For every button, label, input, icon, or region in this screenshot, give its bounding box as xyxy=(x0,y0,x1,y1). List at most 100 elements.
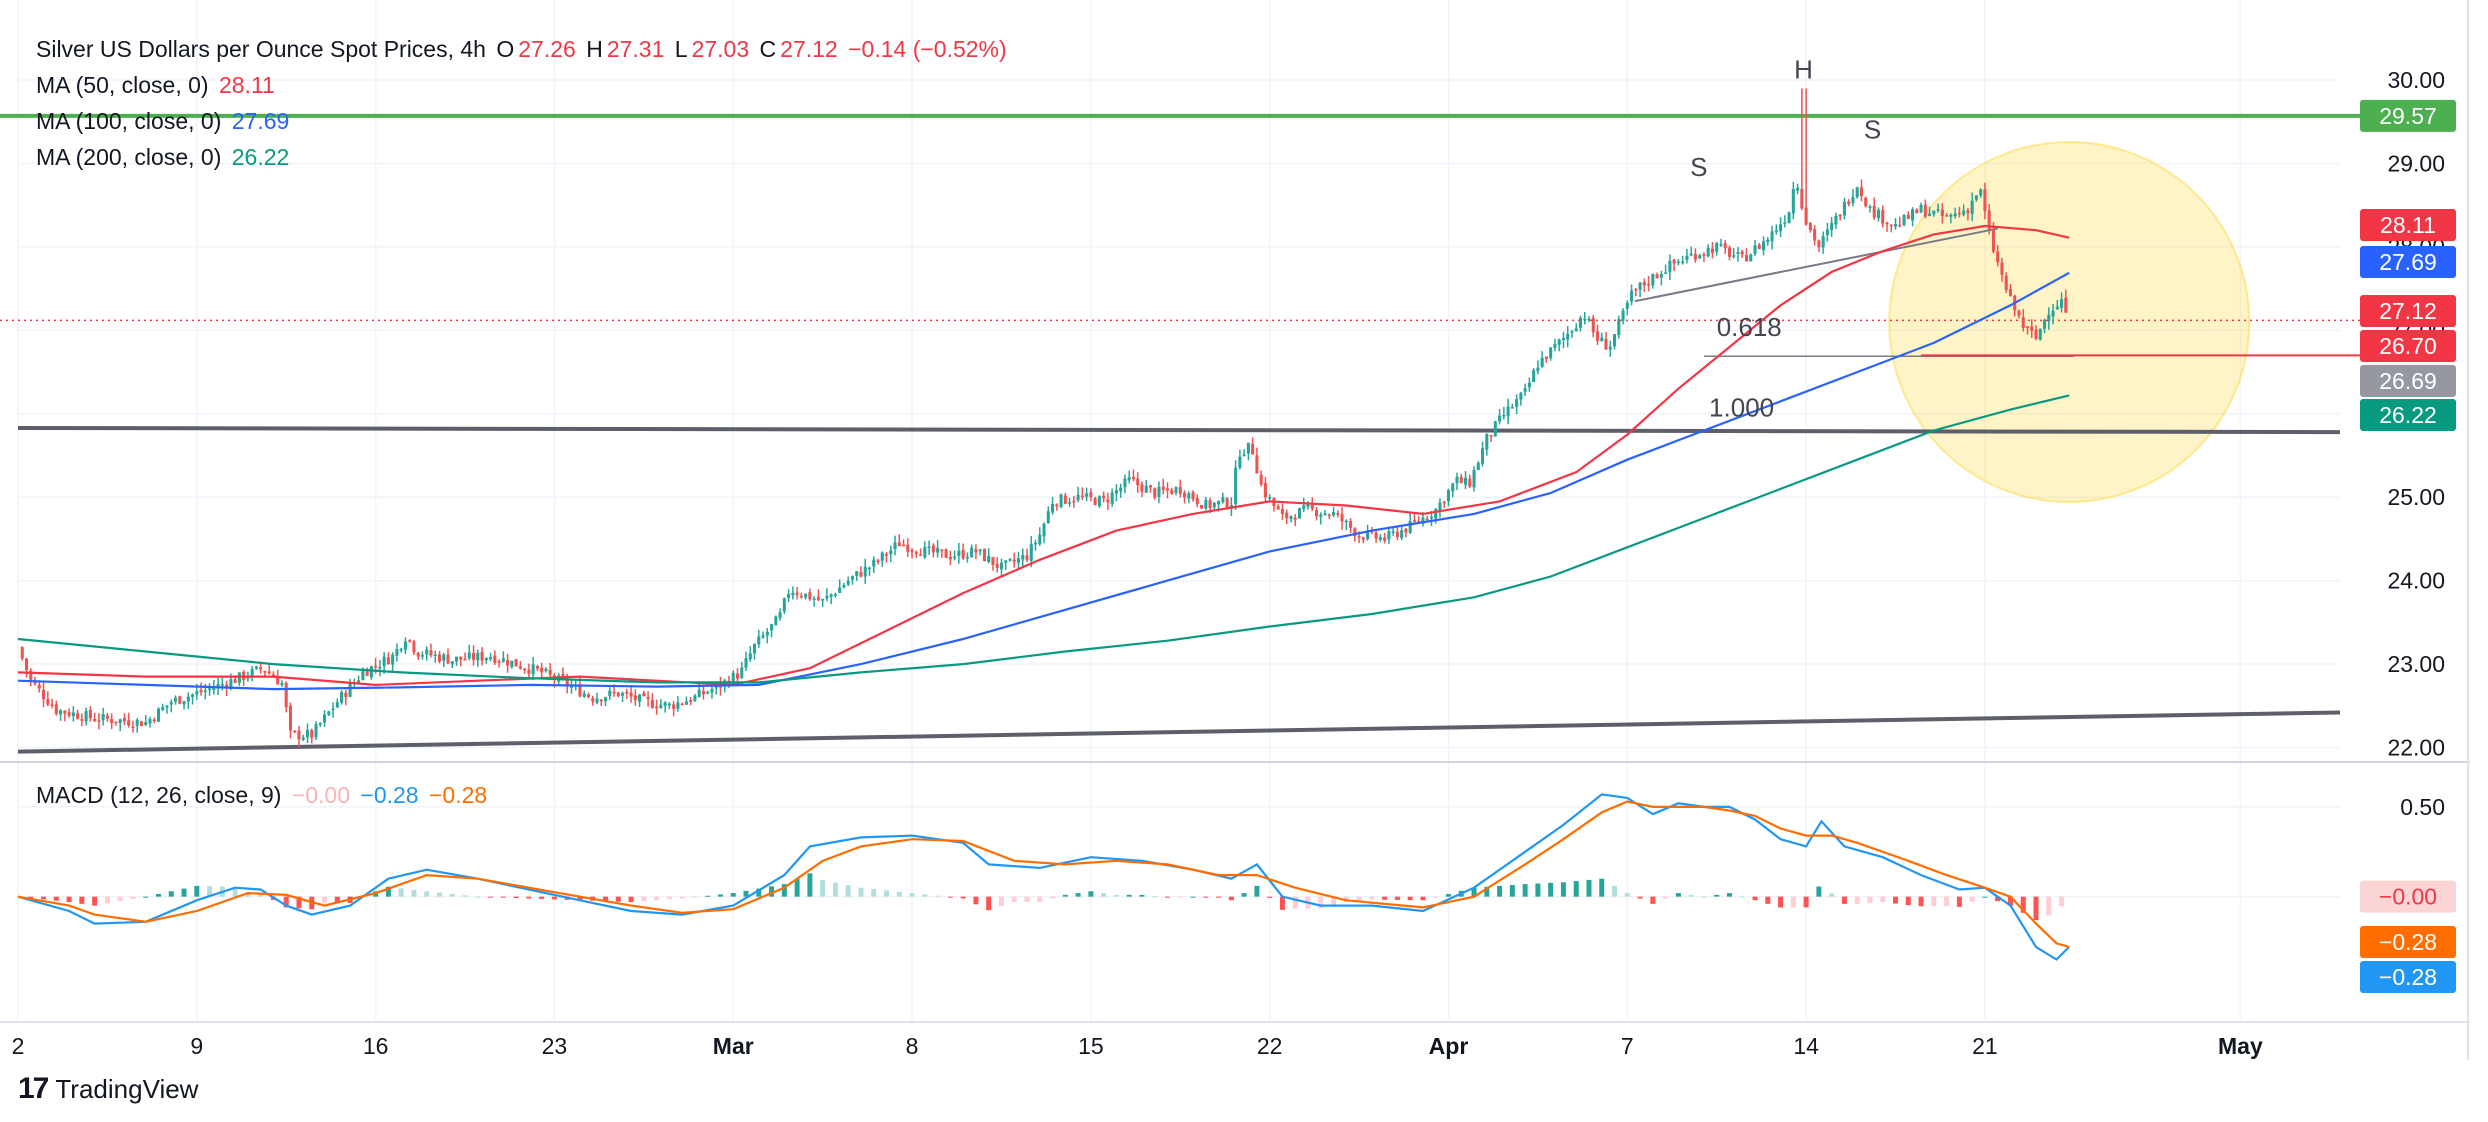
macd-histogram-bar xyxy=(1024,896,1030,903)
tradingview-logo[interactable]: 17 TradingView xyxy=(18,1072,198,1106)
legend-ma50[interactable]: MA (50, close, 0) 28.11 xyxy=(36,72,279,99)
candle-up xyxy=(250,668,254,678)
candle-up xyxy=(280,683,284,686)
candle-down xyxy=(1889,224,1893,227)
macd-histogram-bar xyxy=(909,893,915,897)
macd-histogram-bar xyxy=(245,892,251,897)
candle-down xyxy=(2025,326,2030,328)
macd-histogram-bar xyxy=(1854,896,1860,904)
macd-histogram-bar xyxy=(654,896,660,901)
macd-histogram-bar xyxy=(679,896,685,899)
legend-ma200[interactable]: MA (200, close, 0) 26.22 xyxy=(36,144,293,171)
candle-down xyxy=(1285,512,1289,519)
candle-up xyxy=(331,708,335,711)
candle-down xyxy=(1604,339,1608,350)
candle-down xyxy=(1634,289,1638,291)
candle-up xyxy=(970,547,974,558)
open-label: O xyxy=(496,36,515,62)
candle-down xyxy=(1336,513,1340,515)
candle-up xyxy=(1144,485,1148,493)
candle-down xyxy=(884,554,889,556)
macd-histogram-bar xyxy=(1050,896,1056,899)
candle-down xyxy=(1012,559,1016,562)
macd-histogram-bar xyxy=(539,896,545,899)
candle-up xyxy=(1979,189,1983,196)
macd-histogram-bar xyxy=(1548,882,1554,897)
macd-histogram-bar xyxy=(1484,886,1490,897)
candle-up xyxy=(757,636,761,645)
macd-badge-macd xyxy=(2360,961,2456,993)
candle-down xyxy=(902,544,906,547)
macd-histogram-bar xyxy=(1867,896,1873,903)
macd-histogram-bar xyxy=(730,893,736,897)
macd-histogram-bar xyxy=(1101,893,1107,897)
candle-down xyxy=(37,684,41,689)
candle-down xyxy=(131,726,135,729)
candle-up xyxy=(740,667,744,678)
price-badge-text: 26.70 xyxy=(2379,333,2437,359)
candle-up xyxy=(676,702,680,709)
candle-up xyxy=(1651,274,1655,286)
candle-up xyxy=(812,598,816,601)
candle-down xyxy=(29,670,33,680)
candle-down xyxy=(2004,275,2008,290)
candle-up xyxy=(603,697,608,702)
candle-up xyxy=(1472,469,1476,488)
candle-down xyxy=(105,715,109,719)
candle-up xyxy=(1008,559,1012,561)
candle-up xyxy=(1510,407,1514,409)
candle-down xyxy=(374,665,378,668)
candle-up xyxy=(1664,272,1668,274)
candle-up xyxy=(999,562,1003,570)
price-badge-text: 29.57 xyxy=(2379,103,2437,129)
candle-up xyxy=(1123,478,1127,488)
candle-up xyxy=(765,631,769,636)
candle-down xyxy=(139,721,143,726)
candle-up xyxy=(1842,201,1846,216)
macd-histogram-bar xyxy=(207,886,213,897)
candle-down xyxy=(1642,282,1646,286)
candle-down xyxy=(910,550,914,552)
x-axis-tick: 14 xyxy=(1793,1033,1819,1059)
candle-down xyxy=(416,652,420,657)
y-axis-tick: 22.00 xyxy=(2387,734,2445,760)
candle-up xyxy=(1523,388,1527,392)
legend-macd[interactable]: MACD (12, 26, close, 9) −0.00 −0.28 −0.2… xyxy=(36,782,491,809)
candle-up xyxy=(1527,382,1531,388)
macd-histogram-bar xyxy=(28,896,34,899)
macd-histogram-bar xyxy=(334,896,340,903)
candle-up xyxy=(978,549,982,552)
candle-up xyxy=(1668,260,1672,272)
candle-up xyxy=(1974,195,1978,200)
candle-up xyxy=(1076,494,1080,501)
candle-down xyxy=(365,671,369,676)
candle-up xyxy=(753,644,757,654)
candle-up xyxy=(1451,483,1455,492)
candle-down xyxy=(523,668,527,671)
legend-ma100[interactable]: MA (100, close, 0) 27.69 xyxy=(36,108,293,135)
candle-down xyxy=(42,689,46,700)
candle-down xyxy=(982,549,986,562)
candle-down xyxy=(808,592,812,600)
candle-down xyxy=(1885,222,1889,225)
candle-up xyxy=(684,701,688,705)
candle-up xyxy=(936,547,940,553)
macd-histogram-bar xyxy=(322,896,328,903)
ma200-line xyxy=(17,394,2070,684)
ma100-line xyxy=(17,271,2070,691)
macd-histogram-bar xyxy=(104,896,110,904)
candle-up xyxy=(182,701,186,705)
macd-histogram-bar xyxy=(1394,896,1400,900)
macd-hist-value: −0.00 xyxy=(291,782,351,808)
candle-up xyxy=(1434,509,1438,519)
candle-up xyxy=(1659,273,1663,278)
candle-down xyxy=(633,695,637,701)
macd-histogram-bar xyxy=(1318,896,1324,909)
y-axis-tick: 29.00 xyxy=(2387,150,2445,176)
open-value: 27.26 xyxy=(518,36,576,62)
macd-histogram-bar xyxy=(1292,896,1298,909)
macd-histogram-bar xyxy=(692,896,698,898)
macd-histogram-bar xyxy=(807,873,813,897)
